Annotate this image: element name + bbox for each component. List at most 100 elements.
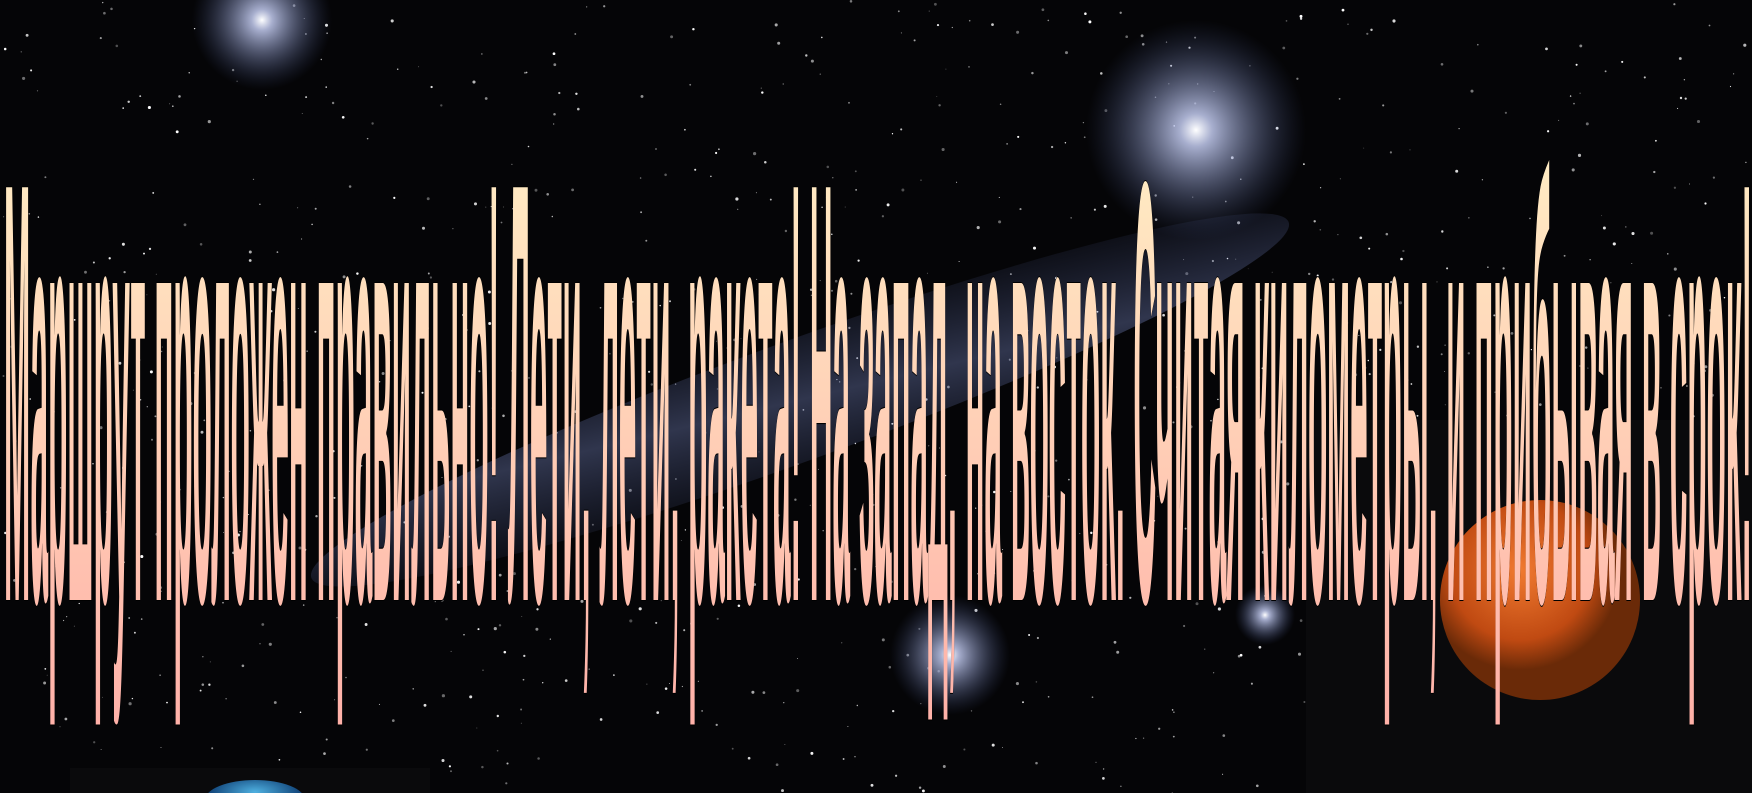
star [756, 278, 758, 280]
star [348, 352, 350, 354]
star [1587, 367, 1589, 369]
star [1398, 301, 1403, 305]
star [487, 290, 491, 294]
star [476, 727, 478, 729]
star [443, 467, 446, 471]
star [477, 628, 480, 631]
star [1162, 313, 1165, 317]
star [36, 90, 39, 92]
star [751, 690, 755, 694]
star [179, 488, 181, 491]
star [648, 370, 651, 373]
star [1064, 142, 1067, 144]
star [241, 664, 245, 668]
star [371, 122, 374, 125]
star [776, 513, 780, 517]
star [701, 710, 703, 712]
star [301, 112, 303, 115]
star [78, 602, 80, 605]
star [450, 650, 452, 652]
star [456, 580, 461, 584]
star [715, 723, 718, 727]
star [1382, 104, 1385, 107]
star [199, 689, 202, 692]
star [669, 682, 670, 684]
star [991, 439, 994, 442]
star [733, 338, 736, 342]
star [418, 66, 420, 68]
star [297, 307, 299, 310]
star [1631, 231, 1635, 236]
star [1673, 267, 1677, 271]
star [1390, 280, 1393, 284]
star [1368, 373, 1371, 376]
star [1142, 406, 1147, 410]
star [122, 561, 125, 564]
star [99, 426, 103, 430]
star [1444, 344, 1446, 346]
star [1743, 43, 1747, 47]
star [1506, 414, 1509, 417]
star [1400, 257, 1403, 261]
star [29, 398, 32, 400]
star [1683, 79, 1686, 81]
star [810, 59, 814, 63]
star [429, 276, 433, 279]
star [1047, 695, 1050, 698]
star [942, 765, 946, 768]
star [1673, 3, 1676, 6]
star [224, 289, 228, 293]
star [299, 711, 302, 713]
star [664, 687, 668, 690]
star [1189, 425, 1193, 429]
star [472, 80, 476, 84]
star [498, 624, 502, 627]
star [128, 702, 132, 706]
star [1261, 367, 1264, 370]
star [821, 36, 823, 39]
star [102, 557, 104, 559]
star [333, 496, 336, 499]
star [105, 510, 109, 514]
star [1470, 89, 1474, 93]
star [1441, 230, 1444, 233]
star [169, 103, 171, 105]
star [991, 743, 995, 747]
star [900, 32, 902, 34]
star [553, 123, 555, 125]
star [345, 676, 347, 679]
star [465, 328, 469, 332]
star [314, 207, 317, 210]
star [1545, 47, 1548, 51]
star [1158, 727, 1161, 730]
star [1467, 352, 1471, 355]
star [525, 71, 528, 74]
star [1282, 46, 1286, 50]
star [108, 299, 111, 302]
star [794, 498, 797, 501]
star [146, 406, 148, 408]
star [1710, 393, 1714, 397]
star [100, 749, 102, 750]
star [1298, 317, 1302, 321]
star [1247, 268, 1249, 270]
star [1368, 247, 1371, 250]
star [443, 579, 445, 582]
star [1589, 259, 1591, 261]
star [249, 429, 252, 432]
star [121, 242, 125, 246]
star [503, 650, 507, 654]
star [445, 617, 448, 621]
star [22, 76, 26, 80]
star [640, 211, 643, 214]
star [1354, 373, 1358, 377]
star [189, 402, 193, 406]
star [140, 618, 143, 620]
star [1303, 700, 1306, 704]
star [894, 774, 898, 777]
star [586, 6, 588, 8]
star [1359, 236, 1363, 240]
star [1172, 421, 1175, 424]
star [1585, 122, 1589, 126]
star [1015, 682, 1019, 686]
